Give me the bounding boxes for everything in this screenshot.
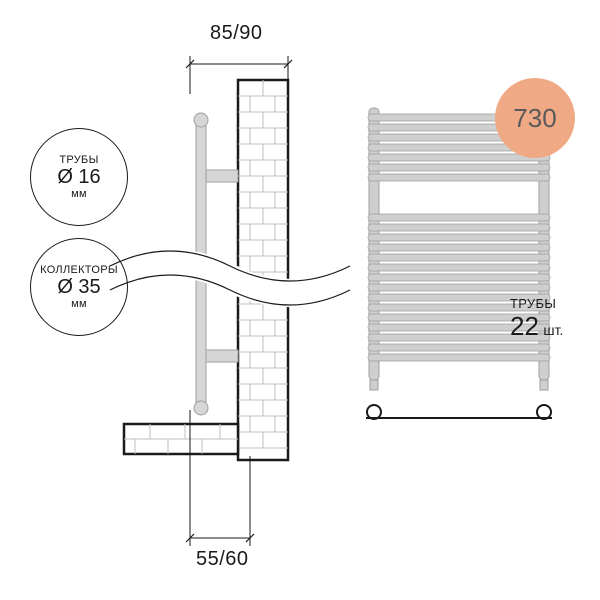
spec-tubes-label: ТРУБЫ	[59, 154, 98, 166]
spec-collectors: КОЛЛЕКТОРЫ Ø 35 мм	[30, 238, 128, 336]
spec-tubes-unit: мм	[71, 188, 87, 200]
dim-bottom-label: 55/60	[196, 548, 249, 571]
spec-tubes: ТРУБЫ Ø 16 мм	[30, 128, 128, 226]
height-badge: 730	[495, 78, 575, 158]
spec-coll-value: Ø 35	[57, 276, 100, 298]
height-badge-value: 730	[513, 103, 556, 134]
tubes-info: ТРУБЫ 22 шт.	[510, 296, 563, 342]
spec-coll-unit: мм	[71, 298, 87, 310]
floor	[124, 424, 238, 454]
spec-tubes-value: Ø 16	[57, 166, 100, 188]
dim-top-label: 85/90	[210, 22, 263, 45]
tubes-info-count: 22 шт.	[510, 311, 563, 342]
spec-coll-label: КОЛЛЕКТОРЫ	[40, 264, 118, 276]
tubes-info-label: ТРУБЫ	[510, 296, 563, 311]
break-mark	[110, 251, 350, 305]
